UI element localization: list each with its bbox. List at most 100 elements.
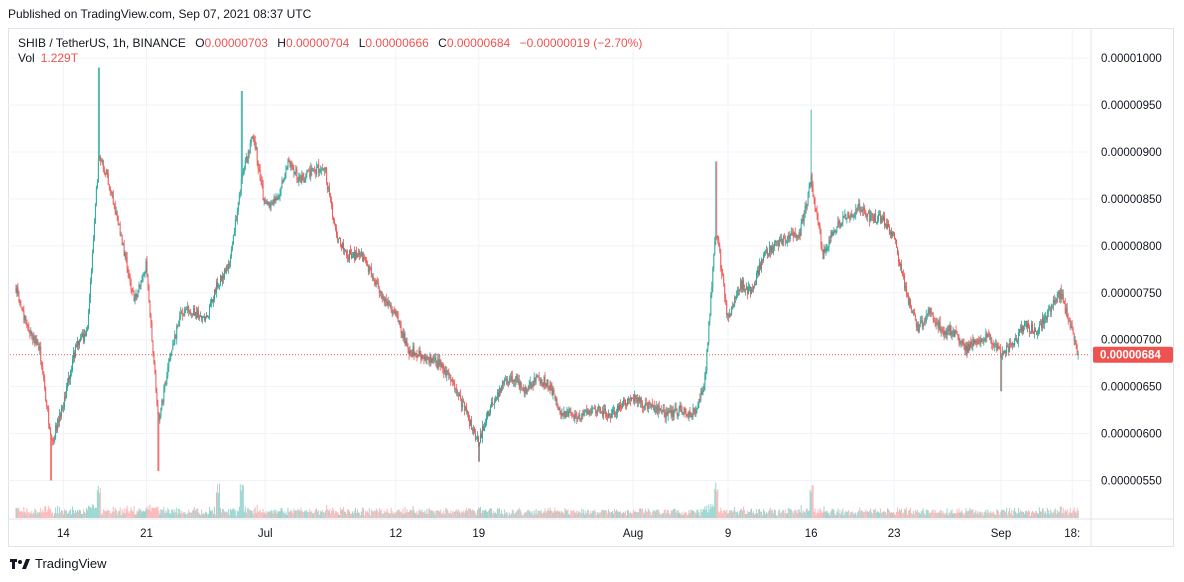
candle-body (515, 376, 517, 381)
candle-body (489, 413, 490, 416)
candle (27, 323, 29, 332)
candle-body (65, 396, 67, 398)
price-axis: 0.000010000.000009500.000009000.00000850… (1101, 53, 1162, 487)
candle (86, 325, 88, 332)
candle (78, 340, 79, 351)
volume-bar (973, 514, 975, 518)
volume-bar (465, 510, 467, 518)
volume-bar (234, 510, 236, 518)
volume-bar (144, 511, 146, 518)
volume-bar (473, 510, 475, 518)
volume-bar (877, 511, 879, 518)
time-tick-label: 23 (888, 528, 901, 540)
candle (33, 331, 35, 344)
volume-bar (132, 511, 134, 518)
candle (329, 182, 331, 198)
candle-body (64, 396, 66, 408)
candle (494, 395, 496, 403)
candle-body (154, 362, 156, 374)
symbol-label[interactable]: SHIB / TetherUS, 1h, BINANCE (18, 36, 186, 50)
volume-bar (452, 510, 454, 518)
candle (799, 228, 801, 241)
volume-bar (446, 508, 448, 518)
volume-bar (1035, 511, 1037, 518)
volume-bar (961, 510, 963, 518)
candle (374, 278, 376, 287)
volume-bar (384, 512, 386, 518)
volume-bar (213, 506, 215, 518)
candle (320, 165, 322, 174)
candle (763, 251, 765, 258)
candle-body (246, 156, 248, 163)
candle-body (444, 369, 446, 374)
candle-body (241, 174, 243, 180)
candle (212, 298, 213, 304)
candle (989, 331, 991, 341)
volume-bar (825, 511, 827, 518)
volume-bar (251, 511, 253, 518)
footer-brand[interactable]: TradingView (10, 556, 107, 571)
volume-bar (991, 513, 993, 518)
volume-bar (580, 513, 582, 518)
volume-bar (656, 509, 658, 518)
candle-body (1056, 293, 1058, 302)
volume-bar (177, 513, 179, 518)
candle (61, 404, 63, 420)
candle (199, 314, 201, 322)
candle (931, 312, 933, 316)
candle-body (35, 339, 37, 344)
candle (217, 277, 218, 290)
volume-bar (780, 512, 782, 518)
candle-body (451, 379, 453, 381)
candle (648, 399, 650, 409)
candle-body (842, 216, 844, 224)
volume-bar (323, 512, 325, 518)
volume-bar (602, 509, 604, 518)
candle-body (293, 169, 295, 174)
candle (68, 371, 69, 387)
candle (938, 317, 940, 331)
candle (309, 165, 311, 180)
candle (577, 416, 579, 422)
volume-bar (750, 509, 752, 518)
candle-body (127, 268, 129, 274)
candle (746, 282, 748, 291)
candle (738, 286, 740, 296)
candle (575, 410, 577, 419)
time-tick-label: 16 (805, 528, 818, 540)
volume-bar (792, 513, 794, 518)
candle (819, 222, 821, 235)
volume-bar (316, 508, 318, 518)
candle (542, 382, 544, 388)
candle (683, 406, 685, 418)
candle (324, 166, 326, 176)
volume-bar (151, 507, 153, 518)
candle-body (627, 399, 629, 400)
candle (653, 400, 655, 413)
candle-body (69, 377, 70, 380)
candle (709, 313, 711, 326)
candle (612, 406, 614, 418)
candle-body (26, 319, 28, 326)
candle (511, 370, 513, 384)
volume-bar (90, 508, 92, 518)
candle-body (556, 399, 558, 405)
candle (775, 240, 777, 247)
candle (1016, 334, 1018, 343)
candle (46, 399, 48, 410)
candle-body (665, 411, 667, 419)
candle-body (172, 344, 174, 350)
candle-body (158, 414, 160, 421)
candle-body (183, 315, 185, 317)
candle-body (710, 294, 712, 316)
candle (62, 404, 64, 412)
candle-body (1052, 299, 1054, 307)
candle-body (940, 329, 942, 332)
volume-bar (75, 512, 77, 518)
volume-bar (1001, 509, 1003, 518)
candle-body (189, 311, 191, 313)
candle (692, 403, 694, 420)
candle-body (905, 286, 907, 296)
candle-body (988, 334, 990, 335)
